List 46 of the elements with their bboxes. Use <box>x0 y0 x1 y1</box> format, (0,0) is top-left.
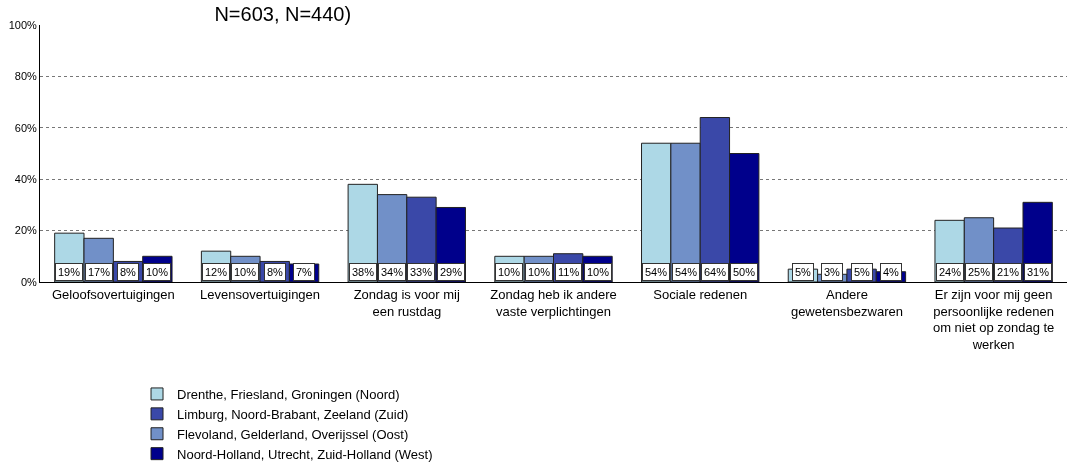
x-tick-label: Sociale redenen <box>653 286 748 302</box>
y-tick-label: 40% <box>14 173 37 186</box>
legend-label: Drenthe, Friesland, Groningen (Noord) <box>177 387 400 403</box>
data-label: 25% <box>968 266 991 278</box>
y-tick-label: 100% <box>8 18 38 31</box>
data-label: 19% <box>58 266 81 278</box>
x-tick-label: Geloofsovertuigingen <box>51 286 175 302</box>
data-label: 5% <box>854 266 871 278</box>
data-label: 10% <box>587 266 610 278</box>
data-label: 31% <box>1027 266 1050 278</box>
y-tick-label: 20% <box>14 224 37 237</box>
data-label: 38% <box>352 266 375 278</box>
y-tick-label: 60% <box>14 121 37 134</box>
data-label: 54% <box>645 266 668 278</box>
data-label: 54% <box>675 266 698 278</box>
y-tick-label: 80% <box>14 70 37 83</box>
x-tick-label: Andere gewetensbezwaren <box>790 286 903 319</box>
data-label: 12% <box>205 266 228 278</box>
data-label: 17% <box>88 266 111 278</box>
x-tick-label: Zondag is voor mij een rustdag <box>353 286 460 319</box>
legend-label: Limburg, Noord-Brabant, Zeeland (Zuid) <box>177 406 409 422</box>
legend-label: Noord-Holland, Utrecht, Zuid-Holland (West) <box>177 446 433 462</box>
x-tick-label: Levensovertuigingen <box>200 286 321 302</box>
data-label: 10% <box>234 266 257 278</box>
data-label: 8% <box>267 266 284 278</box>
data-label: 24% <box>939 266 962 278</box>
data-label: 8% <box>120 266 137 278</box>
data-label: 21% <box>997 266 1020 278</box>
data-label: 5% <box>795 266 812 278</box>
data-label: 64% <box>704 266 727 278</box>
data-label: 33% <box>410 266 433 278</box>
data-label: 3% <box>824 266 841 278</box>
data-label: 50% <box>733 266 756 278</box>
legend-label: Flevoland, Gelderland, Overijssel (Oost) <box>177 426 409 442</box>
data-label: 11% <box>558 266 580 278</box>
chart-title: N=603, N=440) <box>214 3 352 26</box>
data-label: 10% <box>528 266 551 278</box>
data-label: 29% <box>440 266 463 278</box>
data-label: 4% <box>883 266 900 278</box>
data-label: 34% <box>381 266 404 278</box>
data-label: 10% <box>498 266 521 278</box>
x-tick-label: Zondag heb ik andere vaste verplichtingen <box>490 286 617 319</box>
data-label: 10% <box>146 266 169 278</box>
data-label: 7% <box>296 266 313 278</box>
y-tick-label: 0% <box>20 275 38 288</box>
x-tick-label: Er zijn voor mij geen persoonlijke redenen om niet op zondag te werken <box>932 286 1055 353</box>
